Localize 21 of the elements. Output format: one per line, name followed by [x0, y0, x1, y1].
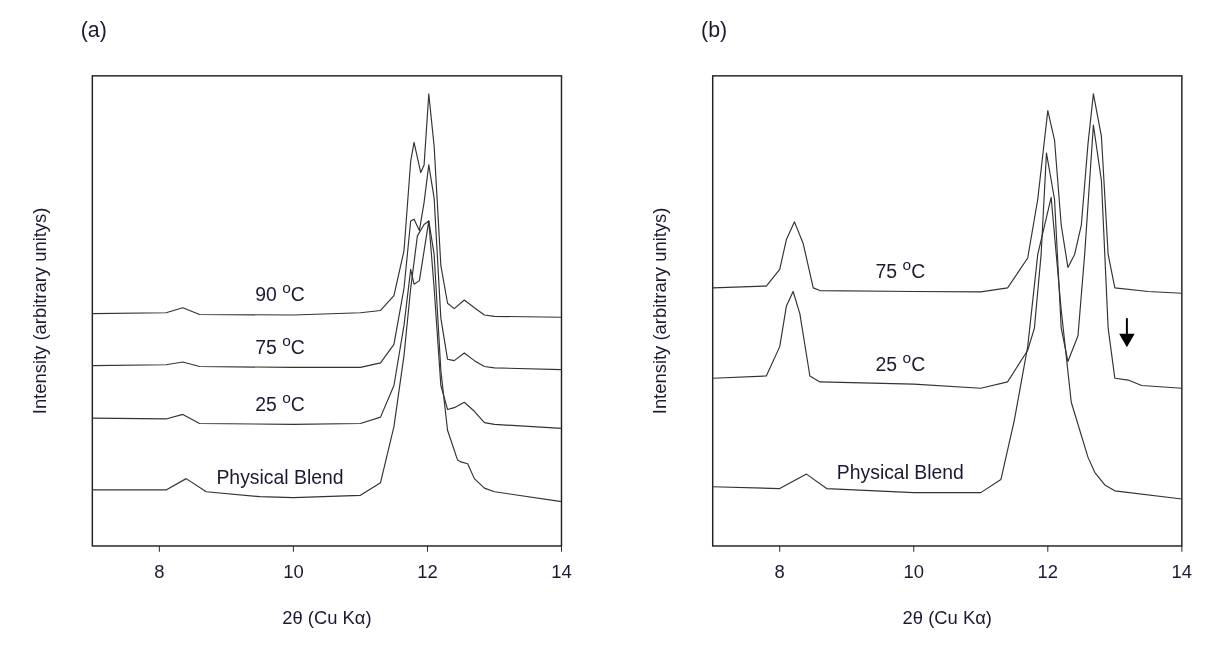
x-tick-label: 10	[903, 560, 925, 582]
x-axis-title: 2θ (Cu Kα)	[282, 606, 372, 628]
x-tick-label: 14	[1171, 560, 1193, 582]
x-axis-title: 2θ (Cu Kα)	[902, 606, 992, 628]
chart-title: (a)	[80, 18, 107, 43]
x-tick-label: 8	[774, 560, 785, 582]
x-tick-label: 8	[154, 560, 165, 582]
y-axis-title: Intensity (arbitrary unitys)	[28, 207, 50, 415]
series-label: 75 $^{o}$C	[255, 331, 305, 358]
x-tick-label: 12	[417, 560, 438, 582]
series-label: Physical Blend	[836, 461, 964, 484]
series-label: 75 $^{o}$C	[875, 255, 926, 282]
series-label: 90 $^{o}$C	[255, 278, 305, 306]
series-label: 25 $^{o}$C	[255, 388, 305, 415]
y-axis-title: Intensity (arbitrary unitys)	[649, 207, 671, 415]
series-label: Physical Blend	[216, 466, 344, 489]
x-tick-label: 12	[1037, 560, 1059, 582]
series-label: 25 $^{o}$C	[875, 348, 926, 375]
chart-title: (b)	[701, 18, 728, 43]
x-tick-label: 10	[283, 560, 304, 582]
x-tick-label: 14	[551, 560, 572, 582]
